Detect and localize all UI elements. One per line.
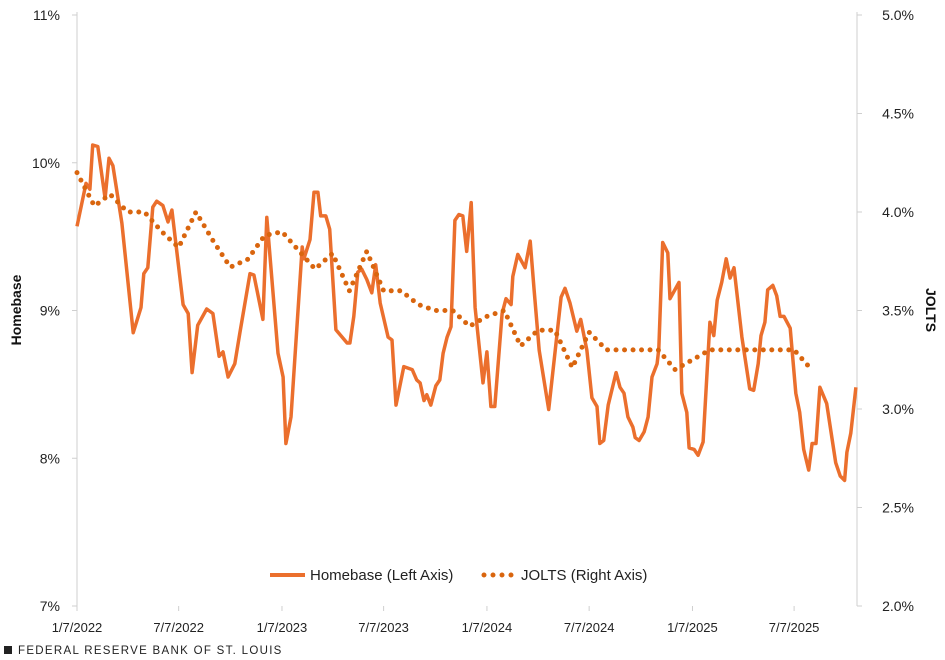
left-axis-label: Homebase [8, 274, 24, 345]
x-tick-label: 1/7/2025 [667, 620, 718, 635]
right-tick-label: 4.5% [882, 106, 914, 122]
legend-homebase-label: Homebase (Left Axis) [310, 567, 453, 584]
right-tick-label: 2.5% [882, 500, 914, 516]
right-tick-label: 4.0% [882, 204, 914, 220]
jolts-series-line [74, 170, 814, 373]
x-tick-label: 7/7/2022 [153, 620, 204, 635]
footer-source-text: FEDERAL RESERVE BANK OF ST. LOUIS [18, 645, 283, 657]
x-tick-label: 7/7/2023 [358, 620, 409, 635]
x-tick-label: 1/7/2023 [257, 620, 308, 635]
x-tick-label: 1/7/2024 [462, 620, 513, 635]
left-tick-label: 8% [40, 450, 60, 466]
left-tick-label: 9% [40, 303, 60, 319]
footer-source: FEDERAL RESERVE BANK OF ST. LOUIS [4, 645, 283, 657]
square-icon [4, 646, 12, 654]
left-tick-label: 11% [33, 7, 60, 23]
homebase-series-line [75, 143, 858, 483]
legend: Homebase (Left Axis) JOLTS (Right Axis) [270, 567, 647, 584]
x-tick-label: 7/7/2025 [769, 620, 820, 635]
right-tick-label: 2.0% [882, 598, 914, 614]
right-tick-label: 3.0% [882, 401, 914, 417]
right-axis-label: JOLTS [923, 288, 939, 332]
right-tick-label: 3.5% [882, 303, 914, 319]
right-tick-label: 5.0% [882, 7, 914, 23]
left-tick-label: 10% [32, 155, 60, 171]
left-tick-label: 7% [40, 598, 60, 614]
x-tick-label: 7/7/2024 [564, 620, 615, 635]
legend-jolts-label: JOLTS (Right Axis) [521, 567, 647, 584]
x-tick-label: 1/7/2022 [52, 620, 103, 635]
